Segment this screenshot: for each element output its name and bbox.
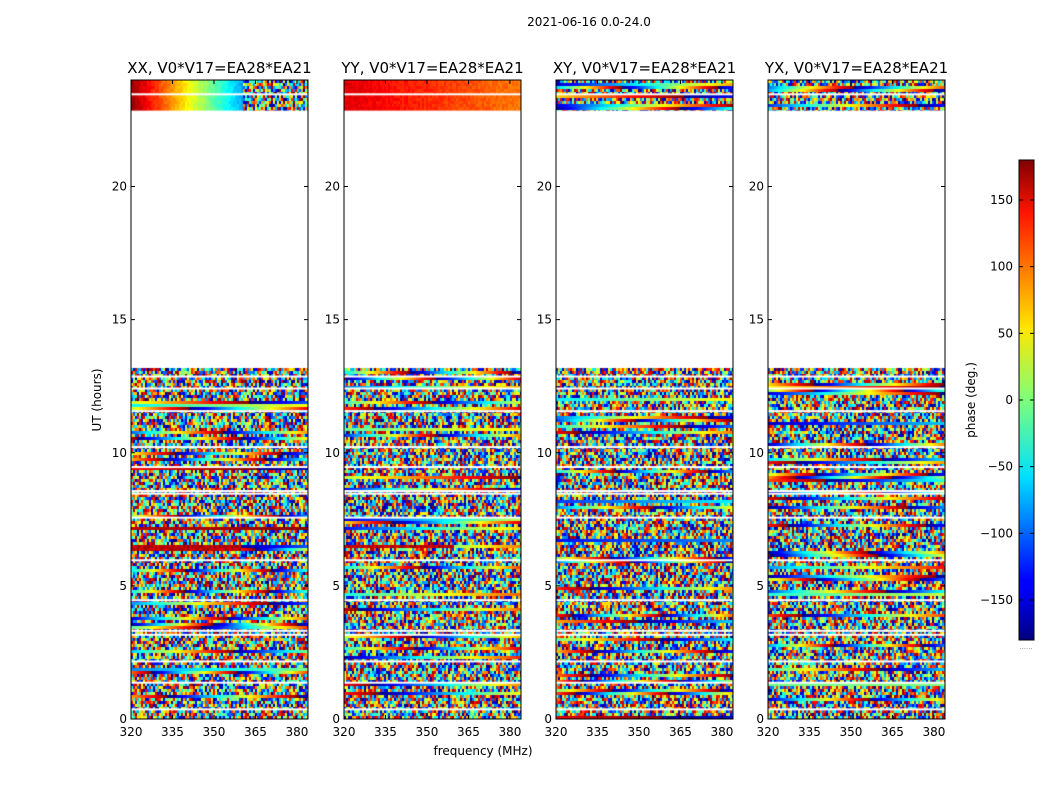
y-tick-label: 10 (112, 446, 127, 460)
panel-yy: YY, V0*V17=EA28*EA21 320 335 350 365 380 0 5 10 1… (325, 59, 524, 739)
y-tick-label: 0 (332, 712, 340, 726)
colorbar-tick-label: −100 (980, 526, 1013, 540)
y-tick-label: 15 (537, 313, 552, 327)
x-tick-label: 335 (374, 725, 397, 739)
colorbar-tick-label: 50 (998, 326, 1013, 340)
y-tick-label: 5 (756, 579, 764, 593)
colorbar-tick-label: −150 (980, 593, 1013, 607)
x-tick-label: 380 (710, 725, 733, 739)
x-tick-label: 350 (840, 725, 863, 739)
y-tick-label: 5 (544, 579, 552, 593)
x-tick-label: 365 (881, 725, 904, 739)
y-tick-label: 20 (325, 180, 340, 194)
y-tick-label: 15 (749, 313, 764, 327)
x-tick-label: 335 (798, 725, 821, 739)
x-tick-label: 320 (757, 725, 780, 739)
x-tick-label: 365 (669, 725, 692, 739)
panel-title: XY, V0*V17=EA28*EA21 (553, 59, 736, 77)
y-tick-label: 20 (112, 180, 127, 194)
colorbar-tick-label: 0 (1005, 393, 1013, 407)
x-tick-label: 320 (333, 725, 356, 739)
colorbar-tick-label: 100 (990, 260, 1013, 274)
x-tick-label: 380 (285, 725, 308, 739)
x-tick-label: 380 (922, 725, 945, 739)
panel-frame (343, 79, 522, 720)
y-tick-label: 10 (325, 446, 340, 460)
y-tick-label: 5 (119, 579, 127, 593)
y-tick-label: 0 (756, 712, 764, 726)
y-tick-label: 10 (749, 446, 764, 460)
panel-xx: XX, V0*V17=EA28*EA21 320 335 350 365 380 0 5 10 1… (112, 59, 312, 739)
panel-heatmap (768, 80, 945, 719)
x-tick-label: 365 (457, 725, 480, 739)
x-tick-label: 350 (416, 725, 439, 739)
panel-title: XX, V0*V17=EA28*EA21 (127, 59, 311, 77)
y-tick-label: 5 (332, 579, 340, 593)
y-tick-label: 10 (537, 446, 552, 460)
colorbar: 150 100 50 0 −50 −100 −150 (980, 159, 1035, 641)
colorbar-tick-label: 150 (990, 193, 1013, 207)
x-tick-label: 350 (203, 725, 226, 739)
y-tick-label: 20 (537, 180, 552, 194)
panel-heatmap (131, 80, 308, 719)
colorbar-note: ...... (1019, 643, 1032, 651)
x-tick-label: 335 (586, 725, 609, 739)
panel-heatmap (344, 80, 521, 719)
panel-frame (767, 79, 946, 720)
y-tick-label: 15 (112, 313, 127, 327)
colorbar-tick-label: −50 (988, 460, 1013, 474)
y-tick-label: 0 (544, 712, 552, 726)
y-tick-label: 15 (325, 313, 340, 327)
panel-title: YY, V0*V17=EA28*EA21 (340, 59, 523, 77)
panel-frame (130, 79, 309, 720)
panel-title: YX, V0*V17=EA28*EA21 (764, 59, 948, 77)
x-axis-label: frequency (MHz) (433, 744, 532, 758)
panel-heatmap (556, 80, 733, 719)
x-tick-label: 335 (161, 725, 184, 739)
y-tick-label: 0 (119, 712, 127, 726)
y-axis-label: UT (hours) (90, 368, 104, 431)
panel-yx: YX, V0*V17=EA28*EA21 320 335 350 365 380 0 5 10 1… (749, 59, 948, 739)
panels-group: XX, V0*V17=EA28*EA21 320 335 350 365 380 0 5 10 1… (112, 59, 948, 739)
colorbar-label: phase (deg.) (964, 362, 978, 438)
x-tick-label: 380 (498, 725, 521, 739)
x-tick-label: 365 (244, 725, 267, 739)
figure-suptitle: 2021-06-16 0.0-24.0 (527, 15, 651, 29)
y-tick-label: 20 (749, 180, 764, 194)
panel-frame (555, 79, 734, 720)
x-tick-label: 350 (628, 725, 651, 739)
x-tick-label: 320 (545, 725, 568, 739)
x-tick-label: 320 (120, 725, 143, 739)
panel-xy: XY, V0*V17=EA28*EA21 320 335 350 365 380 0 5 10 1… (537, 59, 736, 739)
